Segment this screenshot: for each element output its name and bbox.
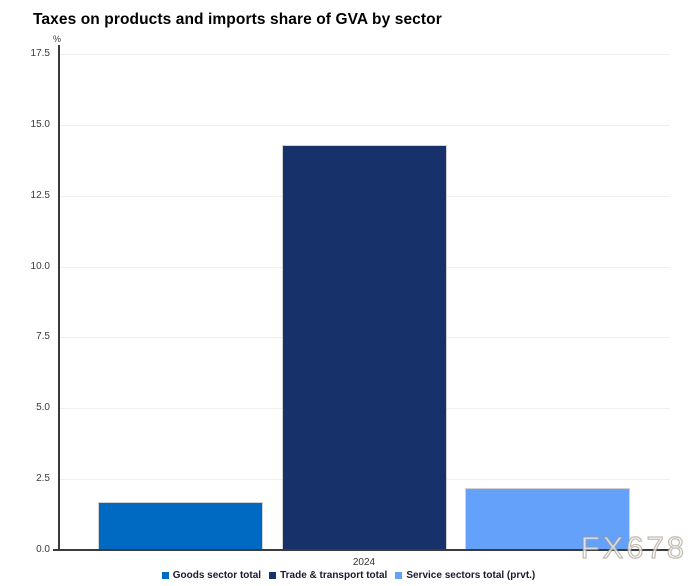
y-tick-label: 0.0 — [36, 544, 50, 555]
chart-title: Taxes on products and imports share of G… — [33, 11, 442, 28]
y-axis-unit-label: % — [52, 34, 61, 44]
y-tick-label: 10.0 — [30, 260, 50, 272]
y-tick-label: 7.5 — [36, 331, 50, 343]
legend-swatch-icon — [161, 572, 169, 579]
y-axis-line — [58, 45, 60, 550]
legend-swatch-icon — [269, 572, 277, 579]
legend-label: Trade & transport total — [280, 570, 388, 581]
gridline — [58, 124, 670, 126]
legend-swatch-icon — [395, 572, 403, 579]
bar-service-sectors-total-prvt[interactable] — [465, 487, 630, 550]
legend-label: Service sectors total (prvt.) — [406, 570, 536, 581]
bar-goods-sector-total[interactable] — [98, 501, 263, 550]
legend: Goods sector total Trade & transport tota… — [0, 570, 697, 581]
gridline — [58, 54, 670, 55]
legend-label: Goods sector total — [172, 570, 262, 581]
x-axis-line — [53, 549, 670, 551]
bar-trade-transport-total[interactable] — [281, 144, 447, 550]
y-tick-label: 17.5 — [30, 48, 50, 59]
plot-area — [58, 54, 670, 550]
y-tick-label: 12.5 — [30, 189, 50, 201]
y-tick-label: 5.0 — [36, 402, 50, 414]
x-axis-category-label: 2024 — [352, 557, 376, 568]
legend-item-trade-transport-total[interactable]: Trade & transport total — [269, 570, 387, 581]
y-tick-label: 2.5 — [36, 473, 50, 485]
legend-item-goods-sector-total[interactable]: Goods sector total — [161, 570, 262, 581]
y-tick-label: 15.0 — [30, 118, 50, 130]
y-axis-zero-tick — [53, 549, 58, 551]
legend-item-service-sectors-total-prvt[interactable]: Service sectors total (prvt.) — [395, 570, 535, 581]
